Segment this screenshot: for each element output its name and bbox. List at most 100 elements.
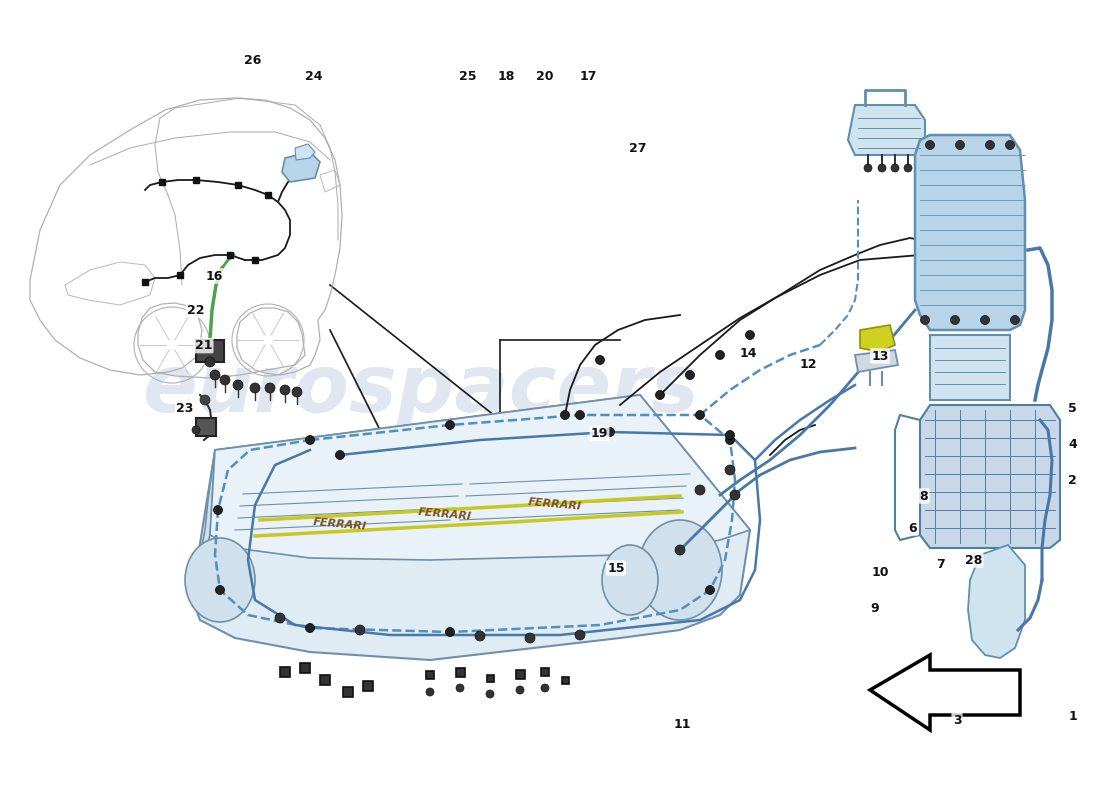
- Circle shape: [355, 625, 365, 635]
- Circle shape: [265, 383, 275, 393]
- Text: 22: 22: [187, 304, 205, 317]
- Text: 17: 17: [580, 70, 597, 82]
- Text: 9: 9: [870, 602, 879, 614]
- Circle shape: [986, 141, 994, 150]
- Polygon shape: [870, 655, 1020, 730]
- Text: 14: 14: [739, 347, 757, 360]
- Bar: [196, 418, 216, 436]
- Text: FERRARI: FERRARI: [528, 497, 582, 511]
- Polygon shape: [968, 545, 1025, 658]
- Text: 27: 27: [629, 142, 647, 154]
- Text: 1: 1: [1068, 710, 1077, 722]
- Text: 23: 23: [176, 402, 194, 414]
- Circle shape: [726, 430, 735, 439]
- Circle shape: [205, 357, 214, 367]
- Bar: [456, 668, 465, 677]
- Text: eurospacers: eurospacers: [142, 351, 698, 429]
- Text: 15: 15: [607, 562, 625, 574]
- Text: 6: 6: [909, 522, 917, 534]
- Circle shape: [1005, 141, 1014, 150]
- Bar: [280, 667, 290, 677]
- Circle shape: [925, 141, 935, 150]
- Text: 16: 16: [206, 270, 223, 282]
- Circle shape: [685, 370, 694, 379]
- Bar: [487, 675, 494, 682]
- Circle shape: [725, 465, 735, 475]
- Circle shape: [595, 355, 605, 365]
- Polygon shape: [860, 325, 895, 352]
- Polygon shape: [920, 405, 1060, 548]
- Circle shape: [216, 586, 224, 594]
- Text: 26: 26: [244, 54, 262, 66]
- Polygon shape: [915, 135, 1025, 330]
- Text: 24: 24: [305, 70, 322, 82]
- Bar: [363, 681, 373, 691]
- Text: autoparts: autoparts: [260, 431, 581, 489]
- Circle shape: [878, 164, 886, 172]
- Text: 21: 21: [195, 339, 212, 352]
- Circle shape: [950, 315, 959, 325]
- Circle shape: [921, 315, 929, 325]
- Circle shape: [306, 623, 315, 633]
- Circle shape: [715, 350, 725, 359]
- Circle shape: [306, 435, 315, 445]
- Circle shape: [726, 435, 735, 445]
- Circle shape: [192, 426, 200, 434]
- Circle shape: [446, 421, 454, 430]
- Circle shape: [220, 375, 230, 385]
- Circle shape: [250, 383, 260, 393]
- Bar: [516, 670, 525, 679]
- Polygon shape: [210, 395, 750, 560]
- Text: FERRARI: FERRARI: [312, 517, 367, 531]
- Circle shape: [516, 686, 524, 694]
- Circle shape: [904, 164, 912, 172]
- Bar: [930, 335, 1010, 400]
- Polygon shape: [192, 450, 215, 598]
- Bar: [426, 671, 434, 679]
- Circle shape: [561, 410, 570, 419]
- Circle shape: [864, 164, 872, 172]
- Circle shape: [1011, 315, 1020, 325]
- Polygon shape: [848, 105, 925, 155]
- Text: 20: 20: [536, 70, 553, 82]
- Bar: [541, 668, 549, 676]
- Text: FERRARI: FERRARI: [418, 506, 472, 522]
- Bar: [300, 663, 310, 673]
- Text: 18: 18: [497, 70, 515, 82]
- Circle shape: [746, 330, 755, 339]
- Polygon shape: [855, 350, 898, 372]
- Circle shape: [426, 688, 434, 696]
- Ellipse shape: [185, 538, 255, 622]
- Polygon shape: [295, 144, 315, 160]
- Polygon shape: [282, 152, 320, 182]
- Circle shape: [200, 395, 210, 405]
- Circle shape: [675, 545, 685, 555]
- Circle shape: [486, 690, 494, 698]
- Circle shape: [695, 410, 704, 419]
- Circle shape: [336, 450, 344, 459]
- Circle shape: [605, 427, 615, 437]
- Circle shape: [891, 164, 899, 172]
- Text: 2: 2: [1068, 474, 1077, 486]
- Text: 28: 28: [965, 554, 982, 566]
- Circle shape: [292, 387, 302, 397]
- Text: 8: 8: [920, 490, 928, 502]
- Circle shape: [705, 586, 715, 594]
- Circle shape: [730, 490, 740, 500]
- Text: 3: 3: [953, 714, 961, 726]
- Circle shape: [575, 630, 585, 640]
- Text: 12: 12: [800, 358, 817, 370]
- Circle shape: [280, 385, 290, 395]
- Circle shape: [575, 410, 584, 419]
- Circle shape: [233, 380, 243, 390]
- Ellipse shape: [638, 520, 722, 620]
- Text: 4: 4: [1068, 438, 1077, 450]
- Circle shape: [213, 506, 222, 514]
- Text: 7: 7: [936, 558, 945, 570]
- Text: 11: 11: [673, 718, 691, 730]
- Circle shape: [446, 627, 454, 637]
- Text: 5: 5: [1068, 402, 1077, 414]
- Bar: [320, 675, 330, 685]
- Circle shape: [695, 485, 705, 495]
- Bar: [562, 677, 569, 684]
